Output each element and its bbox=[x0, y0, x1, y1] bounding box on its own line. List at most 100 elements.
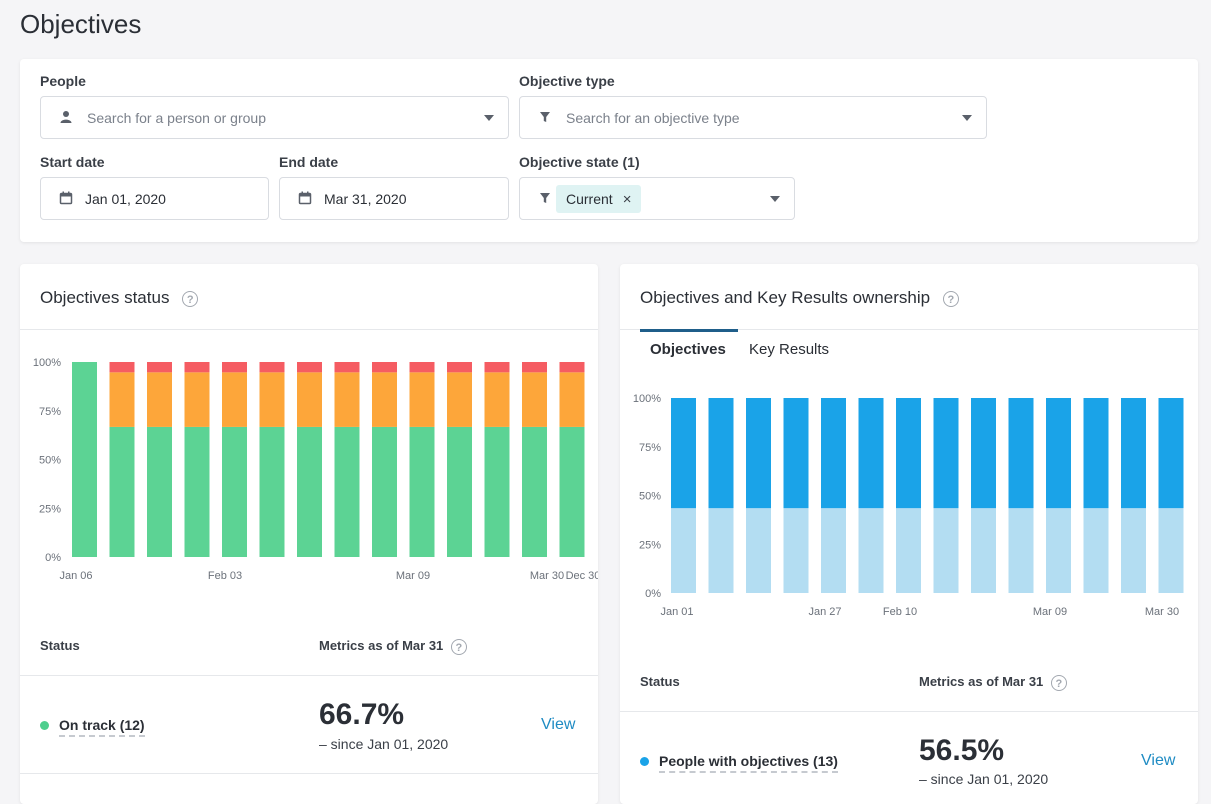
x-tick-label: Mar 09 bbox=[1033, 606, 1067, 618]
bar-segment-on-track bbox=[184, 426, 210, 557]
bar-segment-people-with-objectives bbox=[896, 508, 921, 593]
bar-segment-on-track bbox=[334, 426, 360, 557]
bar-segment-behind bbox=[409, 372, 435, 427]
people-with-objectives-percentage: 56.5% bbox=[919, 734, 1005, 767]
tab-key-results[interactable]: Key Results bbox=[749, 341, 830, 358]
x-tick-label: Jan 27 bbox=[808, 606, 841, 618]
bar-segment-at-risk bbox=[334, 362, 360, 373]
bar-segment-at-risk bbox=[297, 362, 322, 373]
bar-segment-people-with-objectives bbox=[821, 508, 846, 593]
bar-segment-on-track bbox=[484, 426, 510, 557]
objectives-status-title: Objectives status ? bbox=[40, 288, 199, 308]
bar-segment-on-track bbox=[297, 426, 322, 557]
active-tab-indicator bbox=[640, 329, 738, 332]
bar-segment-on-track bbox=[259, 426, 285, 557]
objective-state-label: Objective state (1) bbox=[519, 154, 640, 170]
divider bbox=[620, 329, 1198, 330]
bar-segment-at-risk bbox=[522, 362, 547, 373]
divider bbox=[20, 773, 598, 774]
start-date-value: Jan 01, 2020 bbox=[85, 191, 166, 207]
bar-segment-behind bbox=[522, 372, 547, 427]
y-tick-label: 25% bbox=[39, 503, 61, 515]
x-tick-label: Mar 09 bbox=[396, 570, 430, 582]
people-search-field[interactable]: Search for a person or group bbox=[40, 96, 509, 139]
state-chip-current: Current × bbox=[556, 185, 642, 213]
bar-segment-on-track bbox=[409, 426, 435, 557]
chevron-down-icon[interactable] bbox=[484, 115, 494, 121]
start-date-field[interactable]: Jan 01, 2020 bbox=[40, 177, 269, 220]
status-chart-svg: 100% 75% 50% 25% 0% Jan 06 Feb 03 Mar 09 Mar 30 D… bbox=[33, 357, 598, 582]
ownership-chart-svg: 100% 75% 50% 25% 0% Jan 01 Jan 27 Feb 10 Mar 09 M… bbox=[633, 393, 1184, 618]
filter-icon bbox=[540, 193, 550, 203]
metrics-header-text: Metrics as of Mar 31 bbox=[919, 674, 1044, 689]
help-icon[interactable]: ? bbox=[942, 290, 959, 307]
bar-segment-remaining bbox=[1121, 398, 1146, 509]
end-date-field[interactable]: Mar 31, 2020 bbox=[279, 177, 509, 220]
view-on-track-link[interactable]: View bbox=[541, 716, 576, 733]
close-icon[interactable]: × bbox=[622, 190, 632, 208]
bar-segment-remaining bbox=[896, 398, 921, 509]
bar-segment-at-risk bbox=[409, 362, 435, 373]
objectives-status-card: Objectives status ? 100% 75% 50% 25% 0% Jan 0… bbox=[20, 264, 598, 804]
bar-segment-remaining bbox=[746, 398, 771, 509]
objective-state-field[interactable]: Current × bbox=[519, 177, 795, 220]
people-with-objectives-label[interactable]: People with objectives (13) bbox=[659, 753, 838, 773]
help-icon[interactable]: ? bbox=[182, 290, 199, 307]
bar-segment-people-with-objectives bbox=[671, 508, 696, 593]
metrics-column-header: Metrics as of Mar 31 ? bbox=[319, 638, 467, 655]
y-tick-label: 0% bbox=[45, 552, 61, 564]
bar-segment-behind bbox=[559, 372, 585, 427]
y-tick-label: 75% bbox=[639, 442, 661, 454]
bar-segment-remaining bbox=[1046, 398, 1071, 509]
objective-type-placeholder: Search for an objective type bbox=[566, 110, 740, 126]
bar-segment-remaining bbox=[1008, 398, 1034, 509]
chevron-down-icon[interactable] bbox=[770, 196, 780, 202]
bar-segment-at-risk bbox=[372, 362, 397, 373]
calendar-icon bbox=[59, 191, 73, 205]
x-tick-label: Jan 01 bbox=[660, 606, 693, 618]
y-tick-label: 50% bbox=[39, 455, 61, 467]
bar-segment-on-track bbox=[222, 426, 247, 557]
bar-segment-at-risk bbox=[109, 362, 135, 373]
on-track-label[interactable]: On track (12) bbox=[59, 717, 145, 737]
objective-type-field[interactable]: Search for an objective type bbox=[519, 96, 987, 139]
bar-segment-behind bbox=[334, 372, 360, 427]
x-tick-label: Mar 30 bbox=[1145, 606, 1179, 618]
status-dot-people-with-objectives bbox=[640, 757, 649, 766]
bar-segment-behind bbox=[184, 372, 210, 427]
okr-ownership-title: Objectives and Key Results ownership ? bbox=[640, 288, 959, 308]
bar-segment-remaining bbox=[708, 398, 734, 509]
bar-segment-behind bbox=[372, 372, 397, 427]
person-icon bbox=[60, 111, 72, 123]
help-icon[interactable]: ? bbox=[1050, 674, 1067, 691]
objective-type-label: Objective type bbox=[519, 73, 615, 89]
view-people-with-objectives-link[interactable]: View bbox=[1141, 752, 1176, 769]
x-tick-label: Feb 03 bbox=[208, 570, 242, 582]
bar-segment-remaining bbox=[821, 398, 846, 509]
bar-segment-behind bbox=[297, 372, 322, 427]
divider bbox=[20, 675, 598, 676]
tab-objectives[interactable]: Objectives bbox=[650, 341, 726, 358]
bar-segment-remaining bbox=[858, 398, 884, 509]
bar-segment-behind bbox=[447, 372, 472, 427]
y-tick-label: 100% bbox=[33, 357, 61, 369]
chevron-down-icon[interactable] bbox=[962, 115, 972, 121]
end-date-label: End date bbox=[279, 154, 339, 170]
page-title: Objectives bbox=[20, 9, 142, 39]
bar-segment-people-with-objectives bbox=[1083, 508, 1109, 593]
bar-segment-behind bbox=[259, 372, 285, 427]
bar-segment-behind bbox=[222, 372, 247, 427]
bar-segment-behind bbox=[147, 372, 172, 427]
bar-segment-remaining bbox=[971, 398, 996, 509]
objectives-status-chart: 100% 75% 50% 25% 0% Jan 06 Feb 03 Mar 09 Mar 30 D… bbox=[20, 352, 598, 597]
on-track-since: – since Jan 01, 2020 bbox=[319, 736, 449, 752]
bar-segment-behind bbox=[484, 372, 510, 427]
bar-segment-people-with-objectives bbox=[858, 508, 884, 593]
state-chip-label: Current bbox=[566, 191, 613, 207]
bar-segment-people-with-objectives bbox=[783, 508, 809, 593]
help-icon[interactable]: ? bbox=[450, 638, 467, 655]
y-tick-label: 75% bbox=[39, 406, 61, 418]
x-tick-label: Dec 30 bbox=[566, 570, 598, 582]
card-title-text: Objectives and Key Results ownership bbox=[640, 288, 931, 307]
bar-segment-remaining bbox=[933, 398, 959, 509]
